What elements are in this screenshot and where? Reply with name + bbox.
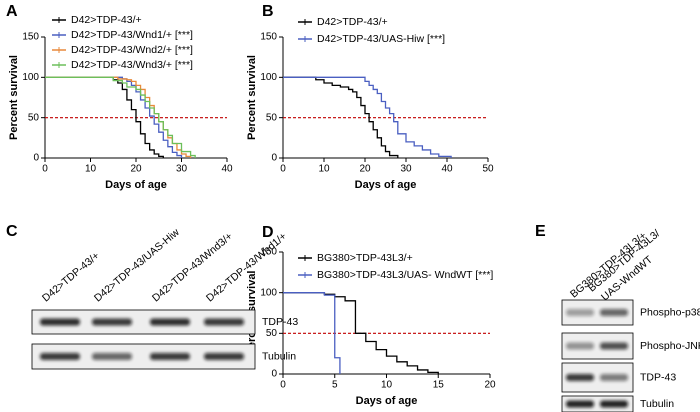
y-tick-label: 150 bbox=[260, 32, 277, 43]
panel-letter: B bbox=[262, 3, 274, 20]
y-tick-label: 50 bbox=[266, 112, 278, 123]
blot-band bbox=[92, 318, 132, 326]
legend-label: D42>TDP-43/Wnd3/+ [***] bbox=[71, 59, 193, 71]
y-tick-label: 150 bbox=[22, 32, 39, 43]
x-tick-label: 30 bbox=[400, 164, 412, 175]
x-tick-label: 10 bbox=[318, 164, 330, 175]
blot-band bbox=[150, 318, 190, 326]
row-label: Tubulin bbox=[640, 398, 674, 410]
blot-panel bbox=[561, 395, 634, 412]
blot-band bbox=[566, 374, 594, 381]
row-label: Tubulin bbox=[262, 350, 296, 362]
y-tick-label: 150 bbox=[260, 247, 277, 258]
x-tick-label: 30 bbox=[176, 164, 188, 175]
y-tick-label: 0 bbox=[271, 153, 277, 164]
blot-band bbox=[600, 400, 628, 408]
x-tick-label: 20 bbox=[130, 164, 142, 175]
blot-band bbox=[204, 353, 244, 360]
row-label: TDP-43 bbox=[262, 316, 298, 328]
x-tick-label: 5 bbox=[332, 380, 338, 391]
x-tick-label: 0 bbox=[42, 164, 48, 175]
blot-band bbox=[40, 318, 80, 326]
panel-letter: A bbox=[6, 3, 18, 20]
survival-curve bbox=[283, 76, 399, 158]
row-label: Phospho-JNK bbox=[640, 340, 700, 352]
blot-band bbox=[566, 400, 594, 408]
y-tick-label: 100 bbox=[260, 72, 277, 83]
x-tick-label: 20 bbox=[359, 164, 371, 175]
x-tick-label: 10 bbox=[381, 380, 393, 391]
panel-letter: E bbox=[535, 223, 546, 240]
blot-band bbox=[40, 353, 80, 360]
x-tick-label: 40 bbox=[221, 164, 233, 175]
blot-band bbox=[92, 353, 132, 360]
legend-label: D42>TDP-43/+ bbox=[71, 14, 142, 26]
blot-band bbox=[204, 318, 244, 326]
y-tick-label: 50 bbox=[28, 112, 40, 123]
x-tick-label: 0 bbox=[280, 164, 286, 175]
legend-label: D42>TDP-43/Wnd1/+ [***] bbox=[71, 29, 193, 41]
x-tick-label: 0 bbox=[280, 380, 286, 391]
survival-curve bbox=[45, 76, 164, 158]
blot-band bbox=[600, 342, 628, 350]
legend-label: D42>TDP-43/UAS-Hiw [***] bbox=[317, 33, 445, 45]
x-tick-label: 15 bbox=[433, 380, 445, 391]
y-tick-label: 50 bbox=[266, 328, 278, 339]
x-axis-title: Days of age bbox=[355, 179, 417, 191]
row-label: TDP-43 bbox=[640, 371, 676, 383]
survival-curve bbox=[45, 76, 196, 158]
blot-band bbox=[566, 309, 594, 316]
x-axis-title: Days of age bbox=[356, 395, 418, 407]
x-tick-label: 20 bbox=[484, 380, 496, 391]
y-axis-title: Percent survival bbox=[8, 55, 20, 140]
survival-curve bbox=[283, 292, 341, 374]
legend-label: BG380>TDP-43L3/UAS- WndWT [***] bbox=[317, 269, 493, 281]
blot-band bbox=[150, 353, 190, 360]
x-tick-label: 50 bbox=[482, 164, 494, 175]
y-tick-label: 0 bbox=[271, 369, 277, 380]
y-tick-label: 100 bbox=[260, 287, 277, 298]
row-label: Phospho-p38 bbox=[640, 306, 700, 318]
y-tick-label: 0 bbox=[33, 153, 39, 164]
blot-band bbox=[600, 374, 628, 381]
y-tick-label: 100 bbox=[22, 72, 39, 83]
x-tick-label: 40 bbox=[441, 164, 453, 175]
blot-band bbox=[600, 309, 628, 316]
blot-band bbox=[566, 342, 594, 350]
survival-curve bbox=[45, 76, 183, 158]
y-axis-title: Percent survival bbox=[246, 55, 258, 140]
panel-letter: D bbox=[262, 224, 274, 241]
legend-label: BG380>TDP-43L3/+ bbox=[317, 252, 413, 264]
x-axis-title: Days of age bbox=[105, 179, 167, 191]
legend-label: D42>TDP-43/Wnd2/+ [***] bbox=[71, 44, 193, 56]
survival-curve bbox=[283, 76, 452, 158]
x-tick-label: 10 bbox=[85, 164, 97, 175]
legend-label: D42>TDP-43/+ bbox=[317, 16, 388, 28]
panel-letter: C bbox=[6, 223, 18, 240]
